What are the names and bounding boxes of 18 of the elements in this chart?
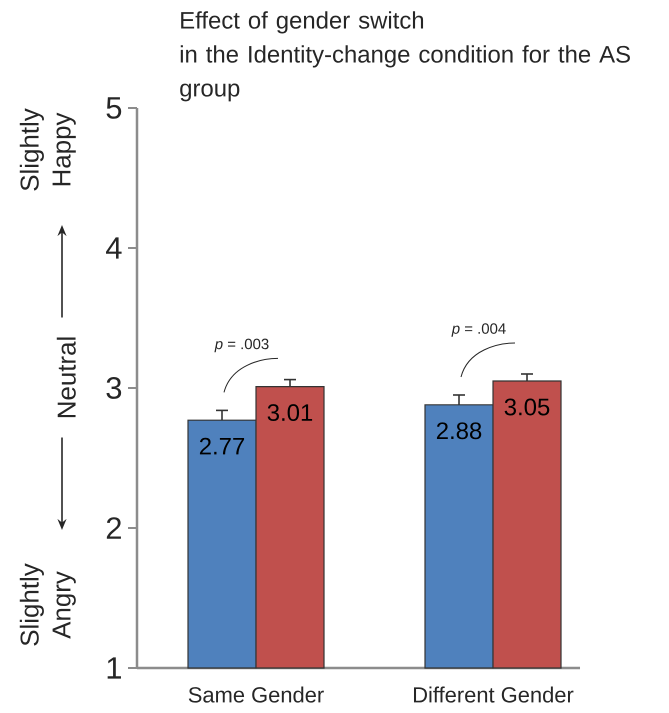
y-tick-label: 5 (106, 97, 122, 119)
data-label: 2.88 (436, 422, 482, 440)
text: Slightly Happy (20, 108, 76, 191)
annotation: p = .004 (451, 323, 506, 337)
y-tick-label: 2 (106, 517, 121, 539)
text: Slightly Angry (20, 563, 76, 646)
chart-title: Effect of gender switch (181, 11, 423, 34)
text: Neutral (56, 337, 76, 418)
x-tick-label: Different Gender (414, 686, 574, 703)
chart-subtitle: in the Identity-change condition for the AS group (180, 45, 630, 102)
y-tick-label: 1 (108, 657, 121, 679)
y-tick-label: 3 (106, 377, 122, 399)
data-label: 3.05 (504, 398, 550, 416)
data-label: 2.77 (200, 438, 244, 454)
x-tick-label: Same Gender (188, 686, 324, 703)
annotation: p = .003 (214, 338, 268, 352)
y-tick-label: 4 (106, 237, 122, 259)
data-label: 3.01 (268, 404, 312, 422)
